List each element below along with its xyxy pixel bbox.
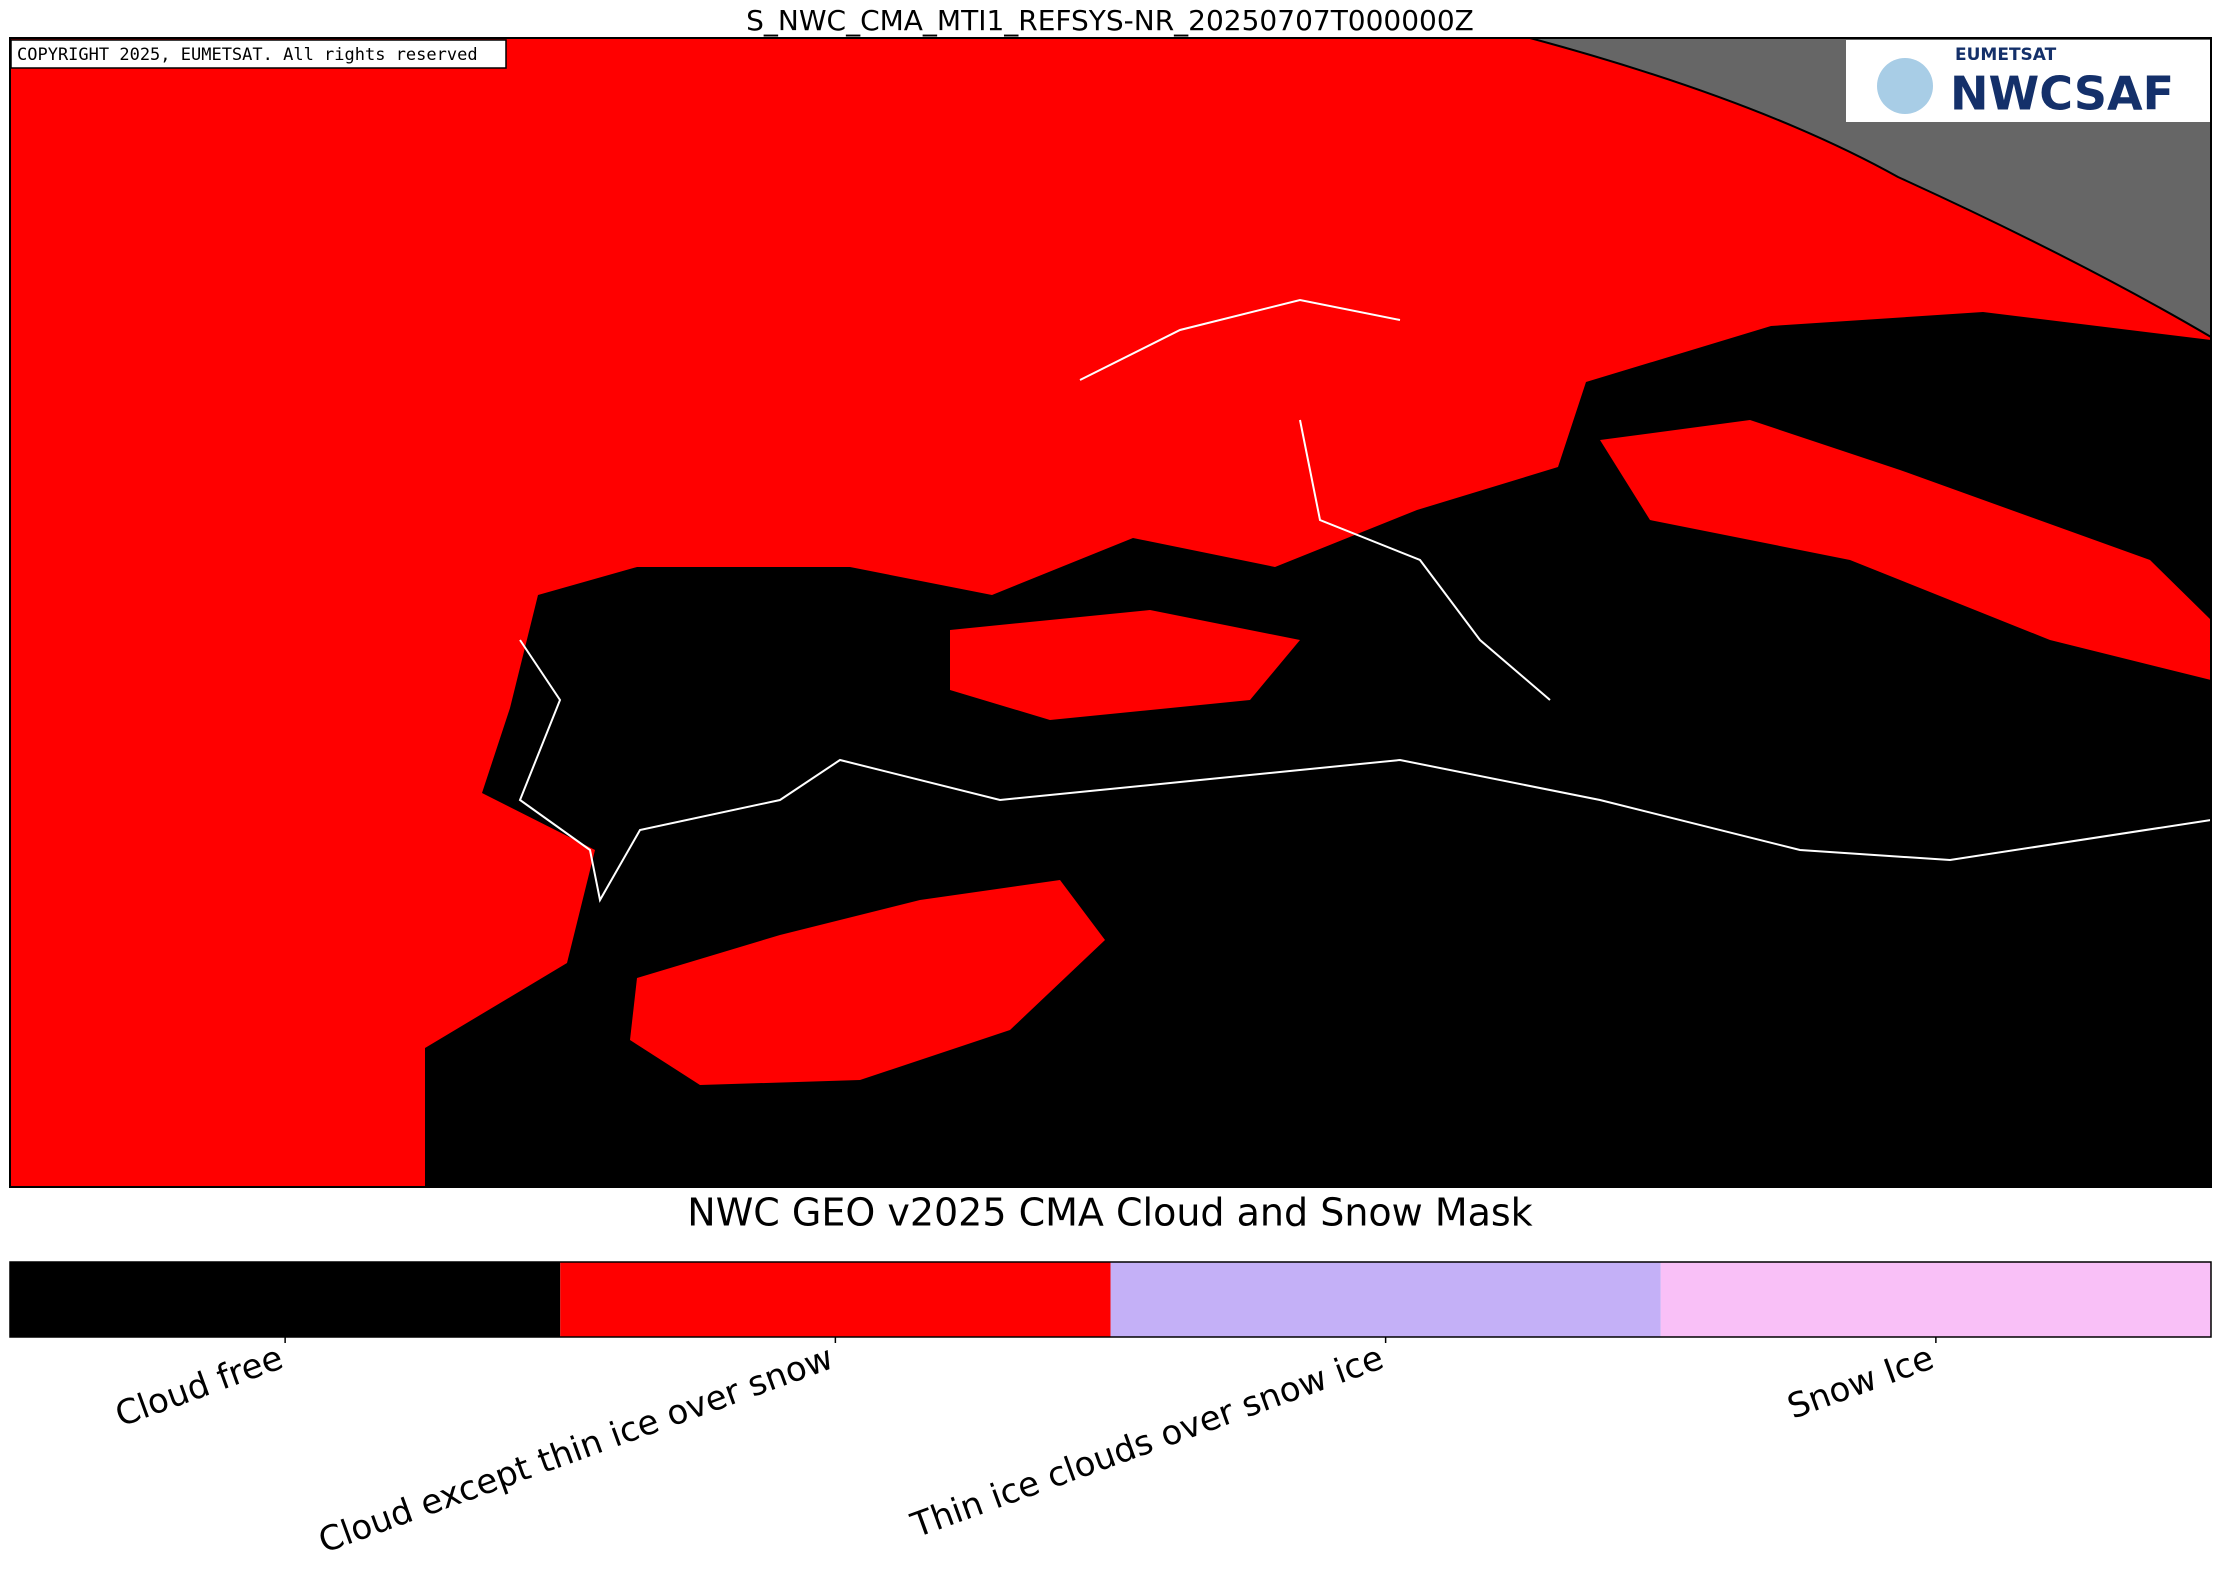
colorbar-label: Thin ice clouds over snow ice	[905, 1338, 1388, 1547]
cloud-area	[630, 880, 1105, 1085]
colorbar-segment	[10, 1262, 561, 1337]
cloud-area	[10, 38, 2211, 1187]
logo-name: NWCSAF	[1950, 67, 2174, 121]
colorbar-segment	[560, 1262, 1111, 1337]
logo-organization: EUMETSAT	[1955, 45, 2057, 65]
map: COPYRIGHT 2025, EUMETSAT. All rights res…	[9, 37, 2212, 1188]
coastline	[518, 298, 2212, 903]
copyright: COPYRIGHT 2025, EUMETSAT. All rights res…	[17, 45, 478, 65]
cloud-area	[950, 610, 1300, 720]
legend-title: NWC GEO v2025 CMA Cloud and Snow Mask	[687, 1191, 1532, 1235]
colorbar: Cloud free Cloud except thin ice over sno…	[9, 1261, 2212, 1562]
colorbar-label: Cloud free	[110, 1338, 288, 1435]
colorbar-segment	[1660, 1262, 2211, 1337]
copyright-box	[10, 39, 507, 69]
colorbar-label: Snow Ice	[1782, 1338, 1939, 1428]
map-frame	[9, 37, 2212, 1188]
colorbar-frame	[9, 1261, 2212, 1338]
colorbar-segment	[1110, 1262, 1661, 1337]
colorbar-label: Cloud except thin ice over snow	[313, 1338, 838, 1562]
cloud-area	[1600, 420, 2211, 680]
logo-icon	[1877, 58, 1933, 114]
title: S_NWC_CMA_MTI1_REFSYS-NR_20250707T000000…	[746, 4, 1474, 37]
